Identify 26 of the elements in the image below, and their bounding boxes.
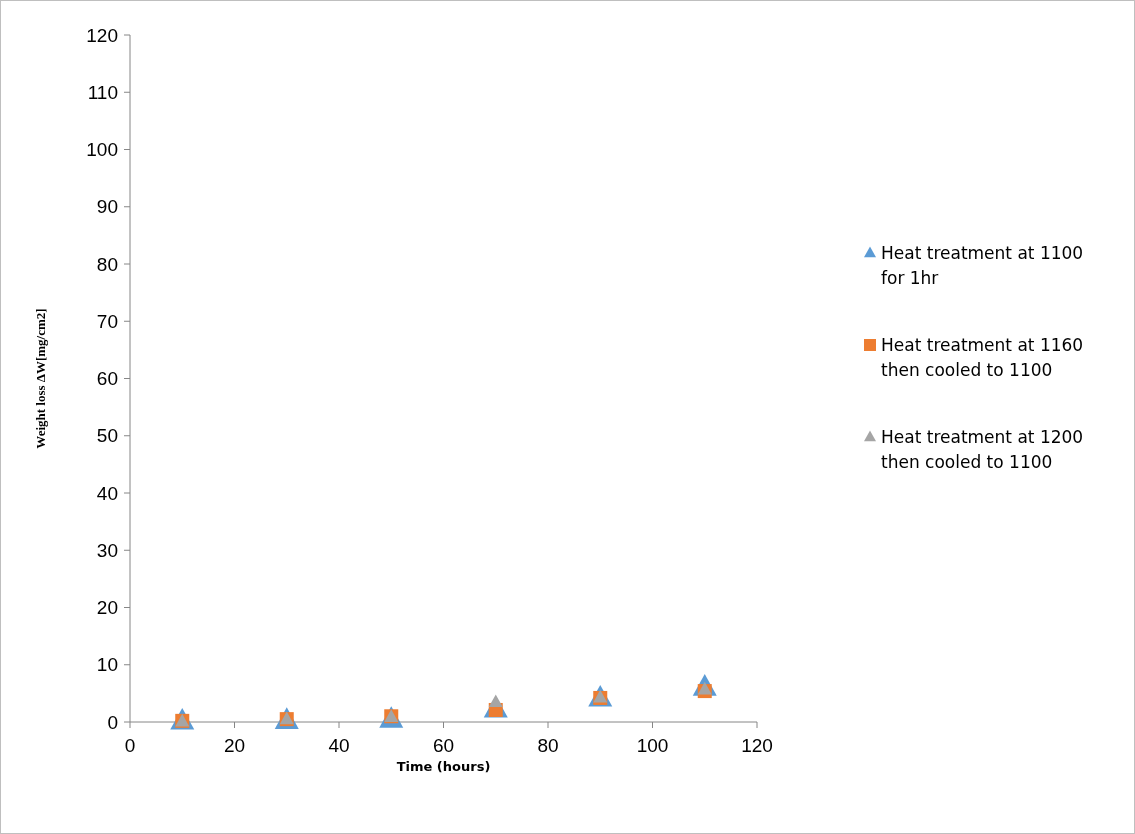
y-tick-label: 110	[87, 81, 118, 103]
x-axis-title: Time (hours)	[396, 759, 491, 774]
x-tick-label: 80	[537, 735, 559, 756]
y-tick-label: 80	[96, 253, 118, 275]
y-tick-label: 0	[107, 711, 118, 733]
y-tick-label: 70	[96, 310, 118, 332]
x-tick-label: 40	[328, 735, 350, 756]
x-tick-label: 20	[223, 735, 246, 756]
legend-label: Heat treatment at 1160 then cooled to 1100	[881, 334, 1084, 380]
y-tick-label: 20	[96, 597, 118, 619]
x-tick-label: 100	[636, 735, 669, 756]
y-tick-label: 40	[96, 482, 118, 504]
y-tick-label: 30	[96, 539, 118, 561]
x-tick-label: 120	[741, 735, 773, 756]
x-tick-label: 60	[432, 735, 455, 756]
x-tick-label: 0	[124, 735, 136, 756]
y-axis-title: Weight loss ΔW[mg/cm2]	[33, 308, 48, 449]
y-tick-label: 50	[96, 425, 118, 447]
y-tick-label: 120	[86, 24, 118, 46]
point	[488, 694, 503, 707]
y-tick-label: 60	[96, 368, 118, 390]
y-tick-label: 90	[96, 196, 118, 218]
legend-label: Heat treatment at 1100 for 1hr	[881, 242, 1084, 288]
y-tick-label: 10	[96, 654, 118, 676]
y-tick-label: 100	[86, 139, 118, 161]
legend-label: Heat treatment at 1200 then cooled to 1100	[881, 426, 1084, 472]
